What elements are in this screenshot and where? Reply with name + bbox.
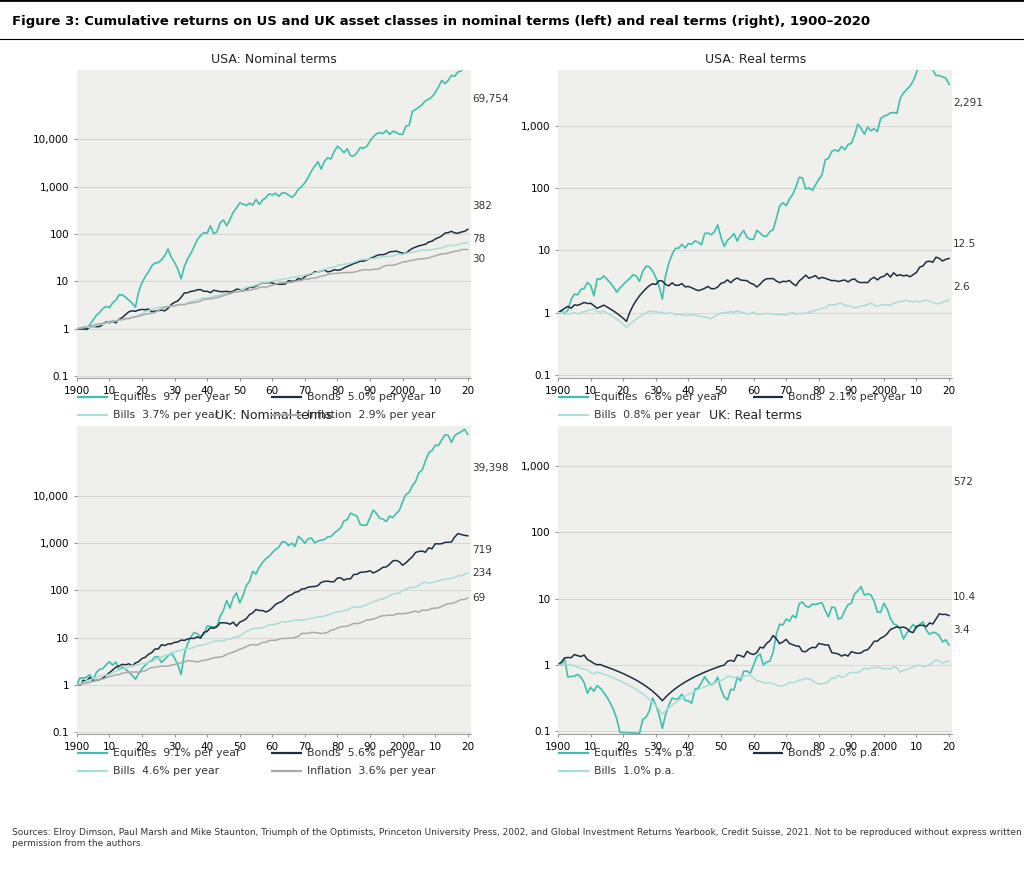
Text: 39,398: 39,398 — [472, 462, 509, 473]
Text: Figure 3: Cumulative returns on US and UK asset classes in nominal terms (left) : Figure 3: Cumulative returns on US and U… — [12, 15, 870, 28]
Text: 78: 78 — [472, 234, 485, 244]
Text: Bills  0.8% per year: Bills 0.8% per year — [594, 409, 700, 420]
Text: 30: 30 — [472, 254, 485, 263]
Text: 572: 572 — [953, 477, 973, 487]
Text: 3.4: 3.4 — [953, 625, 970, 634]
Text: Bills  1.0% p.a.: Bills 1.0% p.a. — [594, 766, 675, 776]
Title: UK: Real terms: UK: Real terms — [709, 409, 802, 421]
Text: Equities  9.1% per year: Equities 9.1% per year — [113, 748, 240, 759]
Text: Bills  3.7% per year: Bills 3.7% per year — [113, 409, 219, 420]
Text: Sources: Elroy Dimson, Paul Marsh and Mike Staunton, Triumph of the Optimists, P: Sources: Elroy Dimson, Paul Marsh and Mi… — [12, 828, 1022, 848]
Text: Inflation  2.9% per year: Inflation 2.9% per year — [307, 409, 435, 420]
Text: 69: 69 — [472, 593, 485, 603]
Title: USA: Nominal terms: USA: Nominal terms — [211, 53, 337, 65]
Text: Bonds  2.1% per year: Bonds 2.1% per year — [788, 392, 906, 402]
Text: Bills  4.6% per year: Bills 4.6% per year — [113, 766, 219, 776]
Text: Equities  9.7 per year: Equities 9.7 per year — [113, 392, 229, 402]
Title: UK: Nominal terms: UK: Nominal terms — [215, 409, 333, 421]
Text: 719: 719 — [472, 545, 492, 554]
Text: 12.5: 12.5 — [953, 240, 977, 249]
Text: Bonds  5.0% per year: Bonds 5.0% per year — [307, 392, 425, 402]
Text: Equities  6.6% per year: Equities 6.6% per year — [594, 392, 721, 402]
Text: 382: 382 — [472, 202, 492, 211]
Text: Bonds  5.6% per year: Bonds 5.6% per year — [307, 748, 425, 759]
Title: USA: Real terms: USA: Real terms — [705, 53, 806, 65]
Text: 69,754: 69,754 — [472, 95, 509, 104]
Text: 2,291: 2,291 — [953, 98, 983, 109]
Text: 2.6: 2.6 — [953, 282, 970, 292]
Text: Equities  5.4% p.a.: Equities 5.4% p.a. — [594, 748, 695, 759]
Text: Bonds  2.0% p.a.: Bonds 2.0% p.a. — [788, 748, 881, 759]
Text: 10.4: 10.4 — [953, 593, 976, 602]
Text: 234: 234 — [472, 567, 492, 578]
Text: Inflation  3.6% per year: Inflation 3.6% per year — [307, 766, 435, 776]
